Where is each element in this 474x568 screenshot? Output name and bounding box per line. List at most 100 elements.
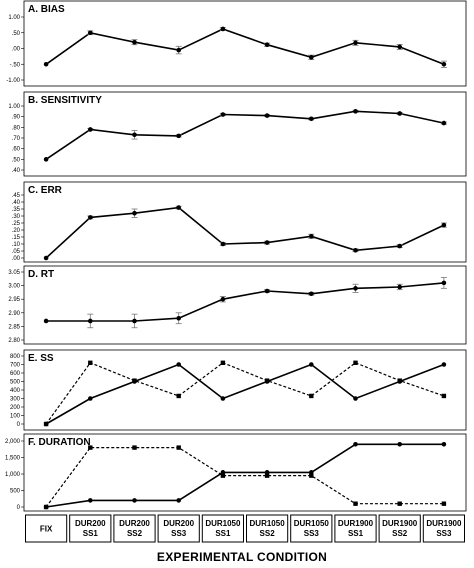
y-tick-label: 2.80 — [8, 338, 20, 344]
category-label: DUR1050 — [250, 519, 286, 528]
category-box — [25, 514, 68, 543]
y-tick-label: 200 — [10, 405, 21, 411]
category-box — [290, 514, 333, 543]
y-tick-label: .50 — [12, 157, 21, 163]
data-point — [220, 241, 226, 247]
data-point — [353, 501, 358, 506]
category-label: DUR1050 — [205, 519, 241, 528]
panel-frame — [23, 265, 467, 345]
data-point — [397, 243, 403, 249]
data-point — [309, 116, 314, 122]
category-box — [422, 514, 465, 543]
data-point — [353, 40, 358, 46]
data-point — [441, 120, 447, 126]
series-line — [45, 28, 445, 66]
panel-title: A. BIAS — [28, 4, 65, 15]
y-tick-label: .15 — [12, 235, 21, 241]
data-point — [132, 39, 137, 45]
y-tick-label: 1,000 — [5, 472, 21, 478]
y-tick-label: 2.90 — [8, 311, 20, 317]
data-point — [43, 255, 49, 261]
y-tick-label: .90 — [12, 115, 21, 121]
y-tick-label: 1.00 — [8, 15, 20, 21]
category-label: SS2 — [392, 529, 408, 538]
data-point — [176, 393, 181, 399]
data-point — [220, 360, 226, 365]
category-label: DUR1900 — [382, 519, 418, 528]
data-point — [176, 205, 181, 210]
data-point — [132, 378, 137, 383]
series-line — [45, 110, 445, 160]
data-point — [441, 61, 447, 67]
data-point — [220, 473, 226, 478]
data-point — [309, 393, 314, 399]
category-box — [157, 514, 200, 543]
y-tick-label: .70 — [12, 136, 21, 142]
data-point — [441, 280, 447, 286]
category-label: DUR1900 — [426, 519, 462, 528]
panel-title: C. ERR — [28, 185, 63, 196]
y-tick-label: 1.00 — [8, 104, 20, 110]
data-point — [309, 55, 314, 60]
y-tick-label: 0 — [17, 505, 21, 511]
data-point — [353, 396, 358, 401]
data-point — [264, 240, 270, 245]
y-tick-label: .40 — [12, 168, 21, 174]
y-tick-label: 400 — [10, 388, 21, 394]
panel-title: E. SS — [28, 353, 54, 364]
data-point — [43, 318, 49, 324]
category-label: DUR1050 — [294, 519, 330, 528]
y-tick-label: 0 — [17, 422, 21, 428]
y-tick-label: 2,000 — [5, 439, 21, 445]
y-tick-label: .40 — [12, 200, 21, 206]
data-point — [88, 396, 93, 401]
category-label: SS3 — [171, 529, 187, 538]
data-point — [132, 498, 137, 503]
category-label: DUR200 — [119, 519, 150, 528]
y-tick-label: .45 — [12, 193, 21, 199]
data-point — [176, 47, 181, 53]
data-point — [397, 44, 403, 50]
data-point — [43, 421, 49, 427]
data-point — [441, 222, 447, 228]
data-point — [176, 498, 181, 503]
y-tick-label: 600 — [10, 371, 21, 377]
data-point — [220, 26, 226, 32]
data-point — [397, 442, 403, 447]
data-point — [176, 133, 181, 139]
y-tick-label: -1.00 — [6, 78, 20, 84]
series-line — [45, 447, 444, 508]
y-tick-label: 3.00 — [8, 284, 20, 290]
y-tick-label: .80 — [12, 125, 21, 131]
data-point — [353, 109, 358, 114]
data-point — [264, 288, 270, 294]
data-point — [176, 362, 181, 367]
category-label: DUR200 — [75, 519, 106, 528]
y-tick-label: .50 — [12, 31, 21, 37]
data-point — [353, 286, 358, 291]
y-tick-label: .25 — [12, 221, 21, 227]
data-point — [43, 157, 49, 162]
category-label: SS1 — [215, 529, 231, 538]
y-tick-label: .35 — [12, 207, 21, 213]
data-point — [441, 362, 447, 367]
series-line — [46, 282, 444, 322]
panel-frame — [23, 181, 467, 263]
y-tick-label: 300 — [10, 397, 21, 403]
y-tick-label: 1,500 — [5, 456, 21, 462]
category-box — [69, 514, 112, 543]
data-point — [353, 360, 358, 365]
data-point — [88, 498, 93, 503]
category-label: SS2 — [260, 529, 276, 538]
data-point — [441, 501, 447, 506]
panel-frame — [23, 0, 467, 87]
data-point — [397, 284, 403, 290]
category-box — [378, 514, 421, 543]
data-point — [309, 362, 314, 367]
category-label: DUR200 — [163, 519, 194, 528]
data-point — [88, 445, 93, 450]
x-axis-title: EXPERIMENTAL CONDITION — [157, 550, 327, 564]
panel-title: B. SENSITIVITY — [28, 95, 102, 106]
data-point — [132, 445, 137, 450]
panel-title: D. RT — [28, 269, 54, 280]
